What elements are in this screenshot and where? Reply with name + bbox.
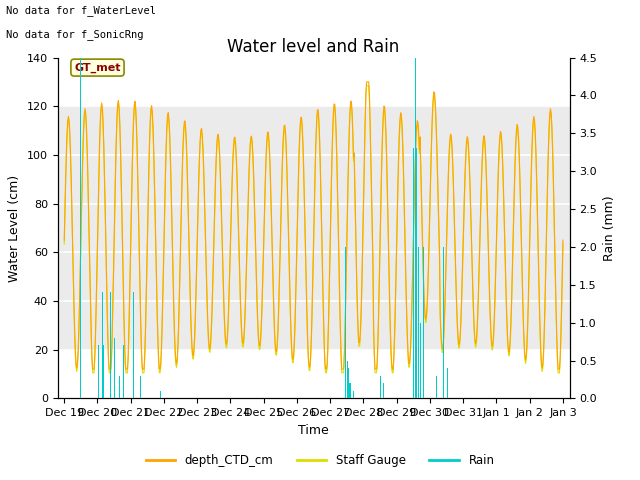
Bar [413,148,414,398]
Text: No data for f_SonicRng: No data for f_SonicRng [6,29,144,40]
Bar [133,292,134,398]
Bar [110,292,111,398]
depth_CTD_cm [375,285,383,291]
Staff Gauge [363,83,371,88]
depth_CTD_cm [198,132,206,138]
Bar [348,368,349,398]
Bar [344,247,346,398]
Y-axis label: Rain (mm): Rain (mm) [603,195,616,261]
Bar [80,58,81,398]
Bar [443,247,444,398]
Bar [416,148,417,398]
Bar [118,376,120,398]
Bar [114,338,115,398]
Staff Gauge [172,362,180,368]
Bar [353,391,354,398]
Bar [380,376,381,398]
Staff Gauge [122,364,129,370]
depth_CTD_cm [69,271,77,276]
Bar [415,58,416,398]
Bar [103,346,104,398]
Staff Gauge [69,274,77,280]
depth_CTD_cm [60,237,68,243]
Text: No data for f_WaterLevel: No data for f_WaterLevel [6,5,156,16]
depth_CTD_cm [172,359,180,364]
Bar [347,360,348,398]
Staff Gauge [198,135,206,141]
Staff Gauge [60,241,68,247]
Bar [102,292,103,398]
depth_CTD_cm [89,366,97,372]
Bar [349,383,351,398]
Bar [140,376,141,398]
Y-axis label: Water Level (cm): Water Level (cm) [8,174,21,282]
Bar [383,383,384,398]
Bar [418,247,419,398]
Staff Gauge [390,360,397,365]
Bar [423,247,424,398]
Staff Gauge [375,289,383,295]
Staff Gauge [559,241,567,247]
depth_CTD_cm [363,79,371,85]
Line: Staff Gauge: Staff Gauge [64,85,563,373]
Bar [436,376,437,398]
depth_CTD_cm [122,360,129,366]
depth_CTD_cm [390,356,397,362]
Bar [58,106,570,350]
Bar [160,391,161,398]
Staff Gauge [89,370,97,376]
X-axis label: Time: Time [298,424,329,437]
Text: GT_met: GT_met [74,62,121,73]
Title: Water level and Rain: Water level and Rain [227,38,400,56]
Legend: depth_CTD_cm, Staff Gauge, Rain: depth_CTD_cm, Staff Gauge, Rain [141,449,499,472]
depth_CTD_cm [559,237,567,243]
Line: depth_CTD_cm: depth_CTD_cm [64,82,563,369]
